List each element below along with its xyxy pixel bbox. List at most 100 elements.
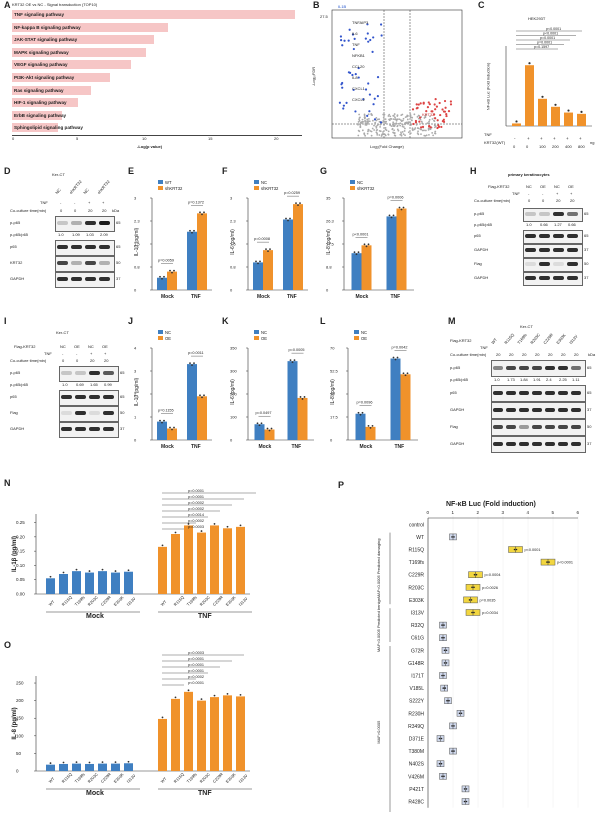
blot-band: [532, 441, 542, 446]
legend-swatch: [354, 330, 359, 334]
data-point: [451, 536, 453, 538]
data-point: [161, 716, 164, 719]
data-point: [440, 762, 443, 765]
blot-band: [532, 424, 542, 429]
blot-band: [493, 390, 503, 395]
y-tick-label: 2.3: [230, 219, 236, 224]
y-tick-label: 3: [134, 369, 137, 374]
y-tick-label: 3: [230, 196, 233, 201]
pathway-label: TNF signaling pathway: [14, 12, 65, 17]
data-point: [402, 206, 405, 209]
volcano-point-ns: [393, 132, 396, 134]
kda-marker: 65: [120, 394, 125, 399]
panel-d-tnf-label: TNF: [40, 200, 48, 205]
legend-label: NC: [357, 180, 363, 185]
p-value: p=0.1372: [188, 200, 204, 204]
blot-ratio: 1.0: [526, 222, 532, 227]
volcano-point-ns: [387, 133, 390, 136]
volcano-point-ns: [375, 131, 378, 134]
panel-c-unit: ng: [590, 140, 595, 145]
pathway-label: JAK-STAT signaling pathway: [14, 37, 78, 43]
volcano-point-ns: [418, 114, 421, 117]
time-value: 20: [104, 358, 109, 363]
data-point: [171, 428, 173, 431]
data-point: [88, 570, 91, 572]
volcano-point-up: [418, 120, 421, 123]
variant-label: I313V: [411, 611, 425, 617]
data-point: [458, 712, 461, 715]
y-tick-label: 0: [16, 769, 19, 774]
legend-label: OE: [261, 336, 267, 341]
blot-band: [57, 221, 68, 225]
data-point: [473, 611, 475, 614]
pathway-label: MAPK signaling pathway: [14, 49, 69, 55]
y-axis-label: IL-8 (pg/ml): [326, 229, 332, 255]
panel-c-tnf-label: TNF: [484, 132, 492, 137]
panel-letter-d: D: [4, 166, 11, 176]
blot-m-rows: p-p65 65 p-p65/p65 1.0 1.73 1.84 1.91 2.4 2.25 1.…: [450, 360, 598, 468]
pathway-bar: [12, 73, 110, 82]
blot-band: [567, 276, 578, 280]
volcano-point-ns: [358, 113, 361, 116]
data-point: [443, 662, 446, 664]
volcano-point-ns: [370, 113, 373, 115]
data-point: [445, 662, 448, 664]
data-point: [367, 243, 370, 246]
variant-label: control: [409, 522, 424, 528]
blot-band: [558, 441, 568, 446]
volcano-point-ns: [394, 118, 397, 121]
data-point: [213, 694, 216, 697]
lane-label: shKRT32: [96, 179, 111, 195]
y-tick-label: 17.5: [330, 415, 339, 420]
y-axis-label: IL-6 (pg/ml): [230, 229, 236, 255]
x-tick-label: 6: [577, 510, 580, 515]
volcano-point-up: [422, 102, 425, 105]
blot-row-label: Flag: [10, 410, 18, 415]
blot-row-label: p-p65/p65: [10, 382, 29, 387]
blot-row-label: GAPDH: [10, 276, 25, 281]
volcano-point-up: [419, 102, 422, 105]
volcano-point-up: [417, 103, 420, 106]
lane-label: OE: [540, 184, 546, 189]
blot-band: [545, 390, 555, 395]
p-value: p=0.1155: [158, 409, 174, 413]
data-point: [201, 213, 203, 216]
volcano-point-up: [447, 110, 451, 113]
volcano-point-ns: [411, 116, 414, 119]
blot-band: [493, 407, 503, 412]
volcano-point-ns: [378, 134, 381, 136]
time-value: 0: [62, 358, 65, 363]
data-point: [191, 231, 193, 234]
volcano-point-ns: [393, 113, 396, 115]
volcano-point-ns: [427, 122, 430, 125]
y-tick-label: 0: [134, 438, 137, 443]
bar: [236, 526, 245, 594]
lane-label: NC: [526, 184, 532, 189]
bar: [184, 525, 193, 594]
category-label: R115Q: [61, 772, 73, 784]
blot-band: [558, 390, 568, 395]
volcano-point-ns: [393, 124, 396, 127]
panel-letter-m: M: [448, 316, 456, 326]
volcano-point-down: [347, 71, 351, 74]
category-label: C229R: [100, 772, 112, 784]
panel-d-blot: Ker-CT NC shKRT32 NC shKRT32 TNF - - + +…: [10, 168, 122, 308]
volcano-point-down: [380, 34, 383, 37]
volcano-point-ns: [390, 125, 393, 128]
data-point: [295, 202, 297, 205]
tnf-sign: +: [527, 136, 530, 141]
data-point: [363, 243, 366, 246]
bar: [157, 277, 167, 290]
tnf-sign: -: [514, 136, 516, 141]
legend-swatch: [354, 336, 359, 340]
blot-ratio: 1.0: [62, 382, 68, 387]
tnf-sign: +: [553, 136, 556, 141]
lane-label: T169fs: [516, 332, 528, 345]
legend-label: NC: [165, 330, 171, 335]
y-tick-label: 350: [230, 346, 237, 351]
y-tick-label: 8.8: [326, 265, 332, 270]
blot-band: [61, 371, 72, 375]
lane-label: OE: [568, 184, 574, 189]
data-point: [390, 216, 393, 219]
